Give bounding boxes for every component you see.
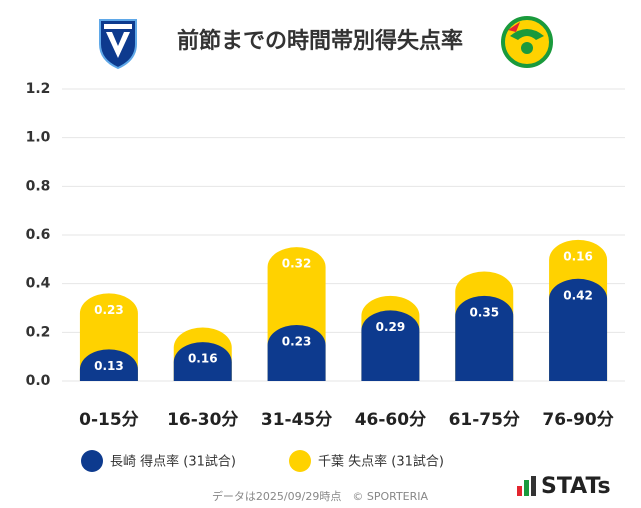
bar-segment bbox=[361, 310, 420, 381]
value-label: 0.13 bbox=[94, 359, 124, 373]
value-label: 0.16 bbox=[563, 249, 593, 263]
x-tick-label: 0-15分 bbox=[79, 410, 139, 430]
value-label: 0.23 bbox=[94, 303, 124, 317]
x-tick-label: 76-90分 bbox=[542, 410, 613, 430]
y-tick-label: 0.6 bbox=[26, 227, 51, 243]
bar-segment bbox=[79, 349, 138, 381]
x-tick-label: 46-60分 bbox=[355, 410, 426, 430]
y-tick-label: 0.0 bbox=[26, 373, 51, 389]
y-tick-label: 0.8 bbox=[26, 178, 51, 194]
x-tick-label: 31-45分 bbox=[261, 410, 332, 430]
chart-title: 前節までの時間帯別得失点率 bbox=[177, 28, 463, 54]
legend-label: 長崎 得点率 (31試合) bbox=[110, 454, 236, 470]
y-tick-label: 1.2 bbox=[26, 81, 51, 97]
y-tick-label: 0.4 bbox=[26, 276, 51, 292]
legend-label: 千葉 失点率 (31試合) bbox=[318, 454, 444, 470]
x-tick-label: 61-75分 bbox=[449, 410, 520, 430]
away-logo bbox=[501, 16, 553, 68]
value-label: 0.35 bbox=[469, 305, 499, 319]
value-label: 0.42 bbox=[563, 288, 593, 302]
bar-segment bbox=[549, 278, 608, 381]
value-label: 0.23 bbox=[282, 335, 312, 349]
bar-segment bbox=[173, 342, 232, 381]
footer: データは2025/09/29時点 © SPORTERIA bbox=[212, 489, 429, 503]
bar-segment bbox=[267, 325, 326, 381]
y-tick-label: 1.0 bbox=[26, 130, 51, 146]
value-label: 0.16 bbox=[188, 352, 218, 366]
y-tick-label: 0.2 bbox=[26, 324, 51, 340]
value-label: 0.29 bbox=[376, 320, 406, 334]
x-tick-label: 16-30分 bbox=[167, 410, 238, 430]
brand: STATs bbox=[541, 474, 611, 499]
brand-logo bbox=[517, 476, 536, 496]
bar-segment bbox=[455, 295, 514, 381]
legend-swatch bbox=[289, 450, 311, 472]
value-label: 0.32 bbox=[282, 257, 312, 271]
legend-swatch bbox=[81, 450, 103, 472]
home-logo bbox=[99, 19, 137, 70]
